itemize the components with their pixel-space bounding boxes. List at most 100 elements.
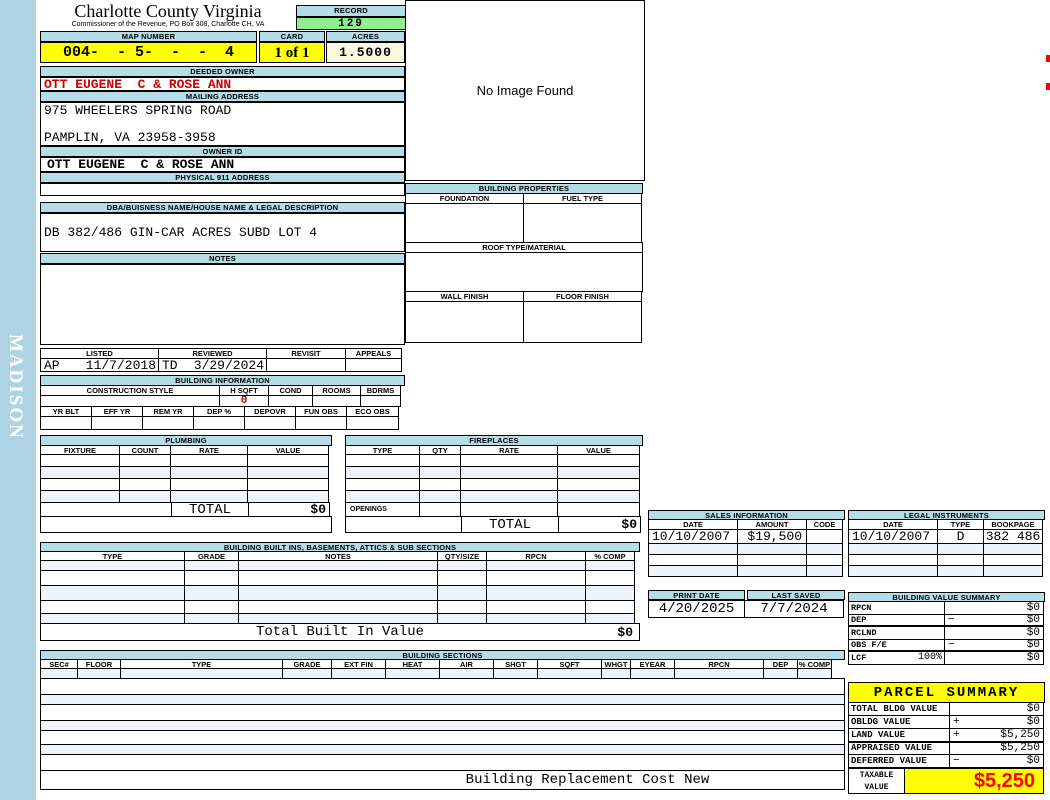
ps-land-value: $5,250 <box>1000 729 1040 741</box>
empty-cell <box>983 565 1043 577</box>
parcel-summary: PARCEL SUMMARY TOTAL BLDG VALUE $0 OBLDG… <box>848 682 1045 794</box>
reviewed-date: 3/29/2024 <box>193 358 264 372</box>
foundation-box <box>405 203 524 243</box>
empty-cell <box>40 704 845 721</box>
bvs-lcf-value: $0 <box>1026 652 1040 664</box>
card-value: 1 of 1 <box>259 42 325 63</box>
taxable-value: $5,250 <box>904 767 1044 794</box>
reviewed-cell: TD 3/29/2024 <box>158 358 267 372</box>
empty-cell <box>648 565 738 577</box>
empty-cell <box>238 585 438 601</box>
listed-by: AP <box>44 358 60 372</box>
roof-type-box <box>405 252 643 292</box>
bvs-rpcn-op <box>945 602 948 614</box>
built-ins-total-label: Total Built In Value <box>190 623 490 641</box>
listed-cell: AP 11/7/2018 <box>40 358 159 372</box>
building-information: BUILDING INFORMATION CONSTRUCTION STYLE … <box>40 375 405 430</box>
ps-appraised-label: APPRAISED VALUE <box>848 741 950 755</box>
empty-cell <box>40 416 92 430</box>
no-image-text: No Image Found <box>476 83 574 98</box>
bvs-lcf-pct: 100% <box>917 652 942 663</box>
ps-total-bldg-op <box>950 703 953 715</box>
ps-total-bldg-label: TOTAL BLDG VALUE <box>848 702 950 716</box>
taxable-label-line2: VALUE <box>864 783 889 792</box>
empty-cell <box>937 565 984 577</box>
bvs-dep-value: $0 <box>1026 614 1040 626</box>
building-properties: BUILDING PROPERTIES FOUNDATION FUEL TYPE… <box>405 183 643 343</box>
review-table: LISTED REVIEWED REVISIT APPEALS AP 11/7/… <box>40 348 405 372</box>
notes-label: NOTES <box>40 253 405 264</box>
building-sections-row <box>40 704 845 721</box>
deeded-owner-value: OTT EUGENE C & ROSE ANN <box>40 77 405 91</box>
empty-cell <box>238 570 438 586</box>
empty-cell <box>244 416 296 430</box>
empty-cell <box>40 730 845 745</box>
fireplaces-total-label: TOTAL <box>461 516 559 533</box>
empty-cell <box>848 565 938 577</box>
fireplaces-openings-qty <box>419 502 461 517</box>
last-saved-value: 7/7/2024 <box>744 600 844 618</box>
last-saved-label: LAST SAVED <box>747 590 845 600</box>
sale-date: 10/10/2007 <box>648 529 738 544</box>
bvs-obs-op: − <box>948 639 955 651</box>
sales-information: SALES INFORMATION DATE AMOUNT CODE 10/10… <box>648 510 845 577</box>
empty-cell <box>40 570 185 586</box>
building-sections-row <box>40 668 845 679</box>
sales-row <box>648 543 845 555</box>
ps-obldg-label: OBLDG VALUE <box>848 715 950 729</box>
bvs-dep-op: − <box>948 614 955 626</box>
county-subtitle: Commissioner of the Revenue, PO Box 308,… <box>71 21 265 28</box>
mailing-address-line1: 975 WHEELERS SPRING ROAD <box>44 103 232 118</box>
mailing-address-box: 975 WHEELERS SPRING ROAD PAMPLIN, VA 239… <box>40 102 405 146</box>
parcel-summary-title: PARCEL SUMMARY <box>848 682 1045 703</box>
county-title: Charlotte County Virginia <box>74 1 262 21</box>
wall-finish-box <box>405 301 524 343</box>
ps-obldg-value: $0 <box>1026 716 1040 728</box>
empty-cell <box>737 565 807 577</box>
revisit-cell <box>266 358 346 372</box>
ps-deferred-label: DEFERRED VALUE <box>848 754 950 768</box>
sale-code <box>806 529 843 544</box>
map-number-label: MAP NUMBER <box>40 31 257 42</box>
built-ins-row <box>40 585 640 601</box>
ps-deferred-value: $0 <box>1026 755 1040 767</box>
bvs-lcf-cell: LCF 100% <box>848 651 945 665</box>
property-image-panel: No Image Found <box>405 0 645 181</box>
empty-cell <box>40 754 845 771</box>
fireplaces-total-value: $0 <box>558 516 641 533</box>
map-number-value: 004- - 5- - - 4 <box>40 42 257 63</box>
fireplaces-row <box>345 490 643 503</box>
dba-label: DBA/BUISNESS NAME/HOUSE NAME & LEGAL DES… <box>40 202 405 213</box>
empty-cell <box>238 600 438 614</box>
built-ins-total-spacer <box>40 623 190 641</box>
reviewed-by: TD <box>162 358 178 372</box>
ps-obldg-op: + <box>953 716 960 728</box>
empty-cell <box>40 585 185 601</box>
notes-box <box>40 264 405 345</box>
county-header: Charlotte County Virginia Commissioner o… <box>40 2 296 31</box>
mailing-address-label: MAILING ADDRESS <box>40 91 405 102</box>
ps-total-bldg-value: $0 <box>1026 703 1040 715</box>
plumbing-total-spacer <box>40 502 172 517</box>
owner-id-label: OWNER ID <box>40 146 405 157</box>
deeded-owner-label: DEEDED OWNER <box>40 66 405 77</box>
legal-type: D <box>937 529 984 544</box>
empty-cell <box>184 600 239 614</box>
sale-amount: $19,500 <box>737 529 807 544</box>
bvs-rpcn-label: RPCN <box>848 601 945 615</box>
plumbing-row <box>40 490 332 503</box>
bvs-obs-value: $0 <box>1026 639 1040 651</box>
empty-cell <box>486 600 586 614</box>
taxable-label-line1: TAXABLE <box>859 771 894 780</box>
empty-cell <box>346 416 399 430</box>
record-label: RECORD <box>296 5 406 17</box>
building-value-summary: BUILDING VALUE SUMMARY RPCN $0 DEP − $0 … <box>848 592 1045 665</box>
sidebar-watermark: MADISON <box>5 334 26 440</box>
empty-cell <box>806 565 843 577</box>
empty-cell <box>40 516 332 533</box>
empty-cell <box>405 252 643 292</box>
ps-appraised-value: $5,250 <box>1000 742 1040 754</box>
built-ins-row <box>40 570 640 586</box>
plumbing-total-label: TOTAL <box>171 502 249 517</box>
